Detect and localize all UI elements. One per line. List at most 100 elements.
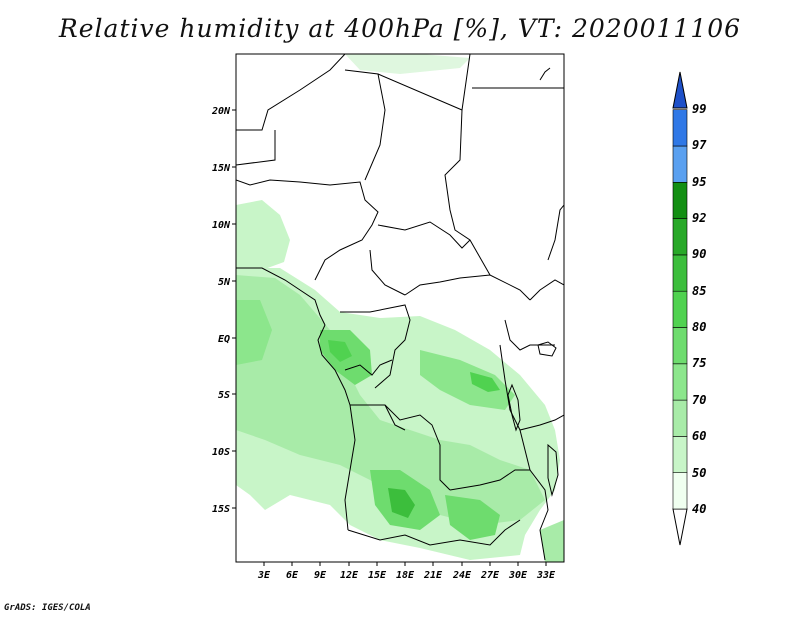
colorbar-swatch xyxy=(672,254,688,292)
colorbar-label: 40 xyxy=(692,502,706,516)
lat-label: 15S xyxy=(212,504,230,515)
colorbar-swatch xyxy=(672,182,688,219)
border-line xyxy=(377,221,471,249)
border-line xyxy=(539,67,551,81)
border-line xyxy=(317,324,351,406)
humidity-core-deep1 xyxy=(388,488,415,518)
border-line xyxy=(529,279,564,301)
lake-outline xyxy=(537,341,557,357)
colorbar-label: 80 xyxy=(692,320,706,334)
colorbar-swatch xyxy=(672,327,688,365)
colorbar-swatch xyxy=(672,363,688,401)
lon-tick: 24E xyxy=(452,562,472,581)
chart-title: Relative humidity at 400hPa [%], VT: 202… xyxy=(58,14,742,43)
humidity-region-mid xyxy=(236,275,545,525)
lat-tick: 15S xyxy=(212,504,236,515)
humidity-patch-west xyxy=(236,300,272,365)
border-line xyxy=(347,519,521,546)
border-line xyxy=(236,54,346,131)
colorbar-swatch xyxy=(672,145,688,183)
humidity-field xyxy=(236,54,564,562)
lon-axis: 3E 6E 9E 12E 15E 18E 21E 24E 27E 30E 33E xyxy=(257,562,556,581)
border-line xyxy=(344,404,356,531)
lat-label: 5N xyxy=(218,277,231,288)
colorbar-label: 50 xyxy=(692,466,706,480)
lake-outline xyxy=(507,383,521,432)
border-line xyxy=(547,204,564,261)
lon-tick: 3E xyxy=(257,562,271,581)
lat-label: 15N xyxy=(212,163,231,174)
colorbar-label: 70 xyxy=(692,393,706,407)
map-frame xyxy=(235,53,565,563)
humidity-patch-westcoast xyxy=(236,200,290,272)
colorbar-bottom-arrow xyxy=(672,508,688,546)
border-line xyxy=(449,469,530,491)
lat-tick: 5S xyxy=(218,390,236,401)
colorbar-label: 75 xyxy=(692,356,706,370)
lat-axis: 20N 15N 10N 5N EQ 5S 10S 15S xyxy=(211,106,236,515)
lon-label: 33E xyxy=(536,570,556,581)
humidity-core-deep2 xyxy=(470,372,500,392)
lon-tick: 27E xyxy=(480,562,500,581)
lon-label: 24E xyxy=(452,570,472,581)
colorbar-label: 92 xyxy=(692,211,706,225)
border-line xyxy=(519,429,549,531)
lat-tick: 5N xyxy=(218,277,236,288)
colorbar-swatch xyxy=(672,436,688,473)
lat-label: 10S xyxy=(212,447,230,458)
lon-label: 15E xyxy=(368,570,387,581)
lon-label: 12E xyxy=(340,570,359,581)
lat-tick: 10S xyxy=(212,447,236,458)
colorbar-swatches xyxy=(672,109,688,510)
lon-tick: 21E xyxy=(423,562,443,581)
colorbar-swatch xyxy=(672,472,688,510)
border-line xyxy=(384,404,406,431)
lon-label: 18E xyxy=(396,570,415,581)
lon-tick: 6E xyxy=(286,562,299,581)
country-borders xyxy=(236,54,564,561)
colorbar-top-arrow xyxy=(672,71,688,109)
border-line xyxy=(236,130,276,166)
lat-tick: 10N xyxy=(212,220,236,231)
humidity-core-deep3 xyxy=(328,340,352,362)
lon-tick: 18E xyxy=(396,562,415,581)
credit-text: GrADS: IGES/COLA xyxy=(4,603,91,613)
border-line xyxy=(340,304,411,389)
border-line xyxy=(350,404,451,491)
humidity-patch-north xyxy=(345,54,470,74)
colorbar-label: 97 xyxy=(692,138,707,152)
border-line xyxy=(236,179,379,281)
colorbar-label: 60 xyxy=(692,429,706,443)
lake-outline xyxy=(547,443,559,497)
border-line xyxy=(236,267,326,326)
colorbar-label: 95 xyxy=(692,175,706,189)
lon-label: 21E xyxy=(423,570,443,581)
colorbar-swatch xyxy=(672,290,688,328)
humidity-core-zambia xyxy=(445,495,500,540)
lon-label: 9E xyxy=(314,570,327,581)
lon-label: 6E xyxy=(286,570,299,581)
lon-tick: 12E xyxy=(340,562,359,581)
border-line xyxy=(539,529,546,561)
lon-tick: 9E xyxy=(314,562,327,581)
lat-label: 10N xyxy=(212,220,231,231)
border-line xyxy=(344,69,386,181)
border-line xyxy=(404,274,531,301)
lat-tick: EQ xyxy=(218,334,236,345)
lat-label: 5S xyxy=(218,390,230,401)
lon-label: 3E xyxy=(257,570,271,581)
humidity-patch-southeast xyxy=(540,520,564,562)
colorbar: 40 50 60 70 75 80 85 90 92 95 97 99 xyxy=(672,71,707,546)
border-line xyxy=(369,249,406,296)
border-line xyxy=(444,109,491,276)
colorbar-labels: 40 50 60 70 75 80 85 90 92 95 97 99 xyxy=(692,102,707,516)
lon-tick: 15E xyxy=(368,562,387,581)
lon-label: 27E xyxy=(480,570,500,581)
lat-label: 20N xyxy=(211,106,231,117)
lon-label: 30E xyxy=(508,570,528,581)
lon-tick: 30E xyxy=(508,562,528,581)
lon-tick: 33E xyxy=(536,562,556,581)
lat-label: EQ xyxy=(218,334,230,345)
colorbar-label: 90 xyxy=(692,247,706,261)
lat-tick: 20N xyxy=(211,106,236,117)
